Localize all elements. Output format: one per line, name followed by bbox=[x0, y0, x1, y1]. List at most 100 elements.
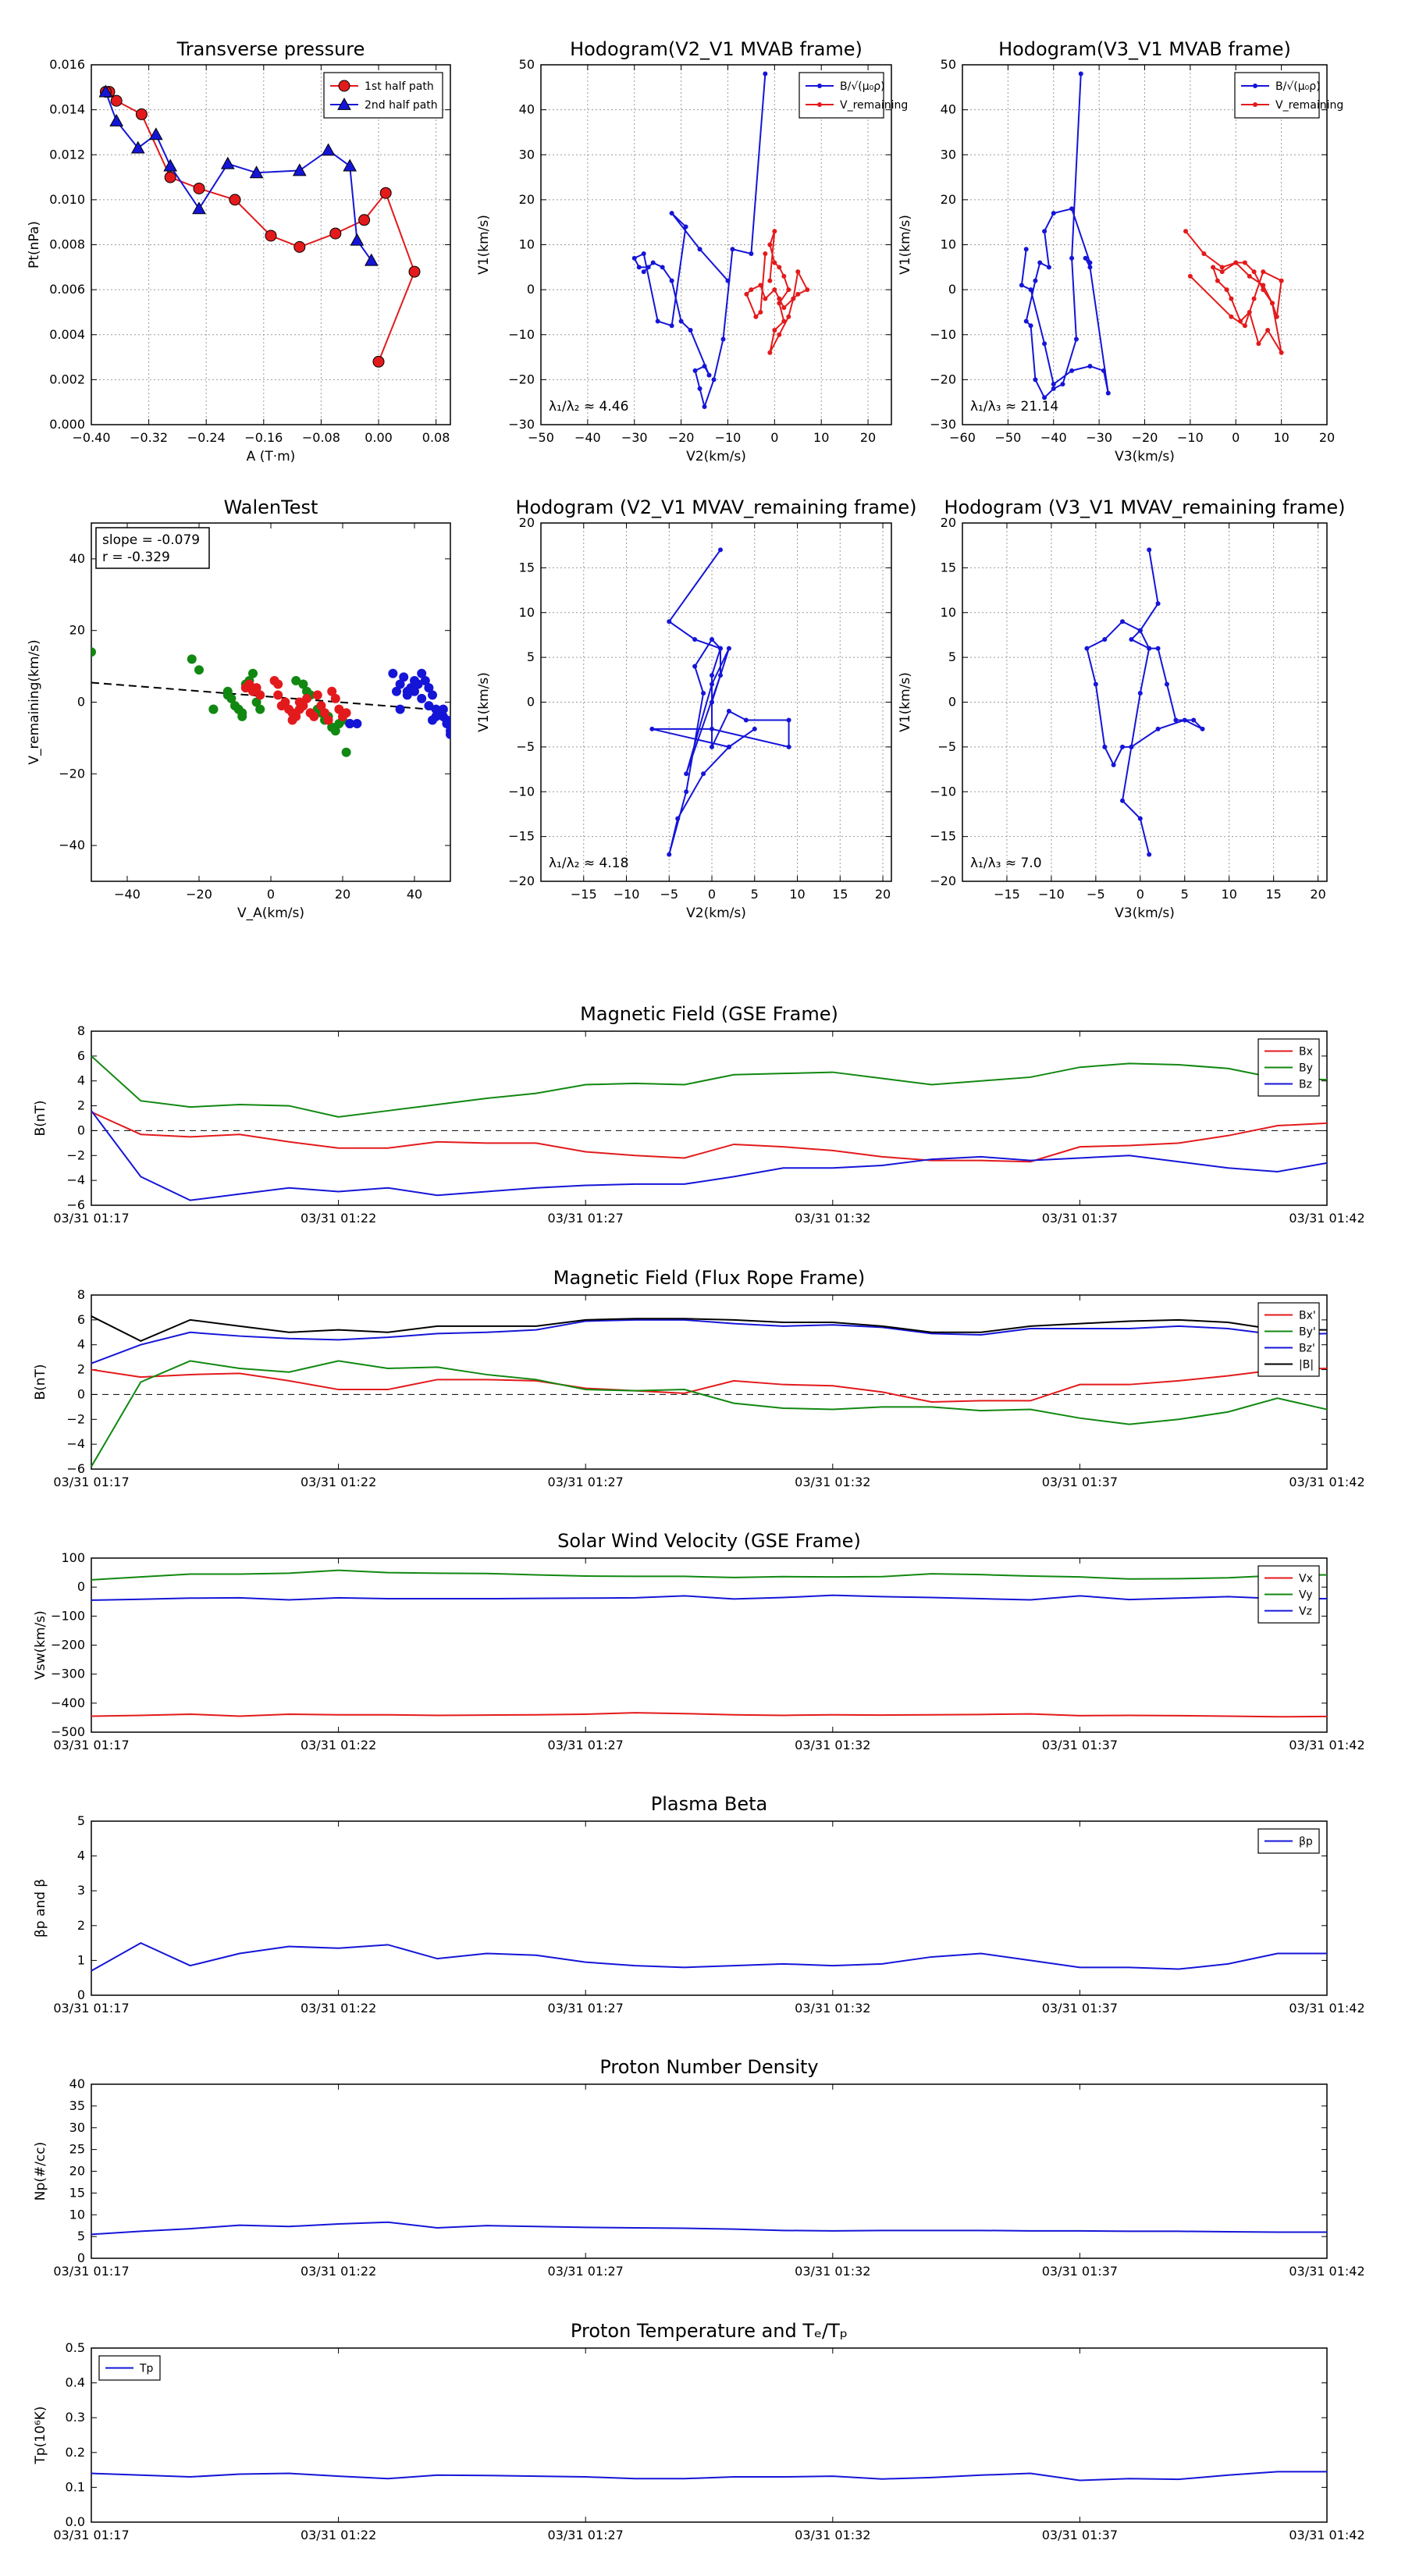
data-point bbox=[1093, 681, 1098, 687]
data-point bbox=[781, 273, 787, 279]
data-point bbox=[280, 697, 290, 707]
chart-title: Hodogram (V3_V1 MVAV_remaining frame) bbox=[944, 496, 1345, 518]
data-point bbox=[720, 336, 726, 342]
legend: Bx' By' Bz' |B| bbox=[1257, 1302, 1320, 1377]
plot-frame bbox=[91, 2347, 1328, 2523]
data-point bbox=[237, 711, 247, 721]
y-tick-label: 0.006 bbox=[49, 282, 85, 297]
y-tick-label: −40 bbox=[59, 838, 85, 852]
data-point bbox=[1200, 726, 1205, 731]
data-point bbox=[341, 708, 351, 718]
data-point bbox=[1023, 318, 1029, 324]
x-tick-label: 03/31 01:32 bbox=[795, 1475, 870, 1489]
data-point bbox=[1028, 323, 1033, 329]
x-tick-label: 10 bbox=[789, 887, 805, 902]
data-point bbox=[364, 253, 379, 266]
data-point bbox=[1083, 255, 1088, 261]
legend-label: βp bbox=[1299, 1836, 1313, 1848]
x-tick-label: 03/31 01:32 bbox=[795, 2001, 870, 2016]
data-point bbox=[148, 127, 163, 141]
data-point bbox=[417, 668, 427, 678]
legend-label: Vz bbox=[1299, 1606, 1312, 1618]
data-point bbox=[1242, 260, 1247, 265]
series-line-vx bbox=[91, 1712, 1328, 1718]
data-point bbox=[109, 114, 124, 126]
legend-marker bbox=[337, 97, 351, 110]
y-tick-label: 0.2 bbox=[66, 2445, 85, 2460]
data-point bbox=[244, 679, 254, 689]
legend: Tp bbox=[98, 2355, 161, 2381]
data-point bbox=[650, 260, 656, 265]
y-tick-label: 100 bbox=[61, 1550, 85, 1565]
data-point bbox=[646, 265, 651, 270]
x-tick-label: 03/31 01:42 bbox=[1289, 1211, 1364, 1226]
x-tick-label: 03/31 01:32 bbox=[795, 2264, 870, 2279]
legend-marker bbox=[817, 84, 822, 88]
data-point bbox=[222, 690, 233, 700]
data-point bbox=[1078, 71, 1083, 76]
x-tick-label: 03/31 01:27 bbox=[548, 2528, 624, 2542]
x-tick-label: −40 bbox=[114, 887, 140, 902]
data-point bbox=[781, 305, 787, 311]
x-tick-label: 03/31 01:17 bbox=[53, 2264, 129, 2279]
legend-label: By' bbox=[1299, 1326, 1316, 1339]
x-tick-label: −5 bbox=[1087, 887, 1105, 902]
y-tick-label: −20 bbox=[930, 873, 956, 888]
legend-label: B/√(μ₀ρ) bbox=[840, 80, 885, 93]
y-axis-label: V1(km/s) bbox=[476, 215, 492, 275]
plot-frame bbox=[91, 1557, 1328, 1733]
y-tick-label: 10 bbox=[519, 605, 535, 620]
data-point bbox=[763, 251, 768, 257]
data-point bbox=[424, 683, 434, 693]
series-line-p bbox=[91, 1941, 1327, 1972]
series-line-0 bbox=[91, 2221, 1327, 2236]
data-point bbox=[1102, 637, 1108, 642]
data-point bbox=[1242, 323, 1247, 329]
y-tick-label: 0.5 bbox=[66, 2340, 85, 2355]
legend-label: 2nd half path bbox=[365, 99, 438, 112]
data-point bbox=[1023, 247, 1029, 252]
chart-hodo4: −15 −10 −5 0 5 10 15 20−20−15−10−505101520Hodog… bbox=[898, 496, 1346, 921]
data-point bbox=[273, 690, 283, 700]
data-point bbox=[777, 301, 782, 306]
x-tick-label: 03/31 01:22 bbox=[301, 1738, 376, 1752]
legend-marker bbox=[817, 102, 822, 107]
data-point bbox=[710, 744, 715, 749]
y-tick-label: 15 bbox=[69, 2185, 85, 2200]
x-tick-label: −20 bbox=[668, 430, 695, 445]
data-point bbox=[1269, 301, 1275, 306]
y-tick-label: −10 bbox=[930, 327, 956, 342]
data-point bbox=[341, 747, 351, 757]
data-point bbox=[758, 309, 763, 315]
chart-bfr: Magnetic Field (Flux Rope Frame) B(nT) 03/… bbox=[33, 1267, 1365, 1489]
x-tick-label: −0.24 bbox=[187, 430, 226, 445]
x-tick-label: 03/31 01:17 bbox=[53, 1211, 129, 1226]
legend-label: Vy bbox=[1299, 1589, 1313, 1602]
data-point bbox=[350, 233, 365, 246]
series-line-bz bbox=[91, 1318, 1328, 1364]
data-point bbox=[293, 240, 306, 253]
data-point bbox=[424, 701, 434, 711]
y-tick-label: 5 bbox=[77, 1813, 85, 1828]
x-tick-label: 03/31 01:27 bbox=[548, 2264, 624, 2279]
data-point bbox=[1155, 646, 1161, 651]
y-tick-label: 0 bbox=[527, 695, 535, 710]
y-tick-label: −100 bbox=[51, 1608, 85, 1623]
series-line-bz bbox=[91, 1110, 1328, 1201]
data-point bbox=[1073, 336, 1079, 342]
x-tick-label: 15 bbox=[1265, 887, 1281, 902]
data-point bbox=[1219, 265, 1225, 270]
y-tick-label: 10 bbox=[941, 237, 956, 252]
data-point bbox=[1233, 260, 1239, 265]
legend-label: Bz bbox=[1299, 1079, 1312, 1091]
plot-area bbox=[98, 84, 421, 368]
data-point bbox=[302, 693, 311, 703]
data-point bbox=[1120, 798, 1126, 803]
y-tick-label: 0.0 bbox=[66, 2514, 85, 2529]
data-point bbox=[1101, 368, 1106, 373]
data-point bbox=[1261, 283, 1266, 288]
y-tick-label: −4 bbox=[66, 1172, 85, 1187]
y-axis-label: Vsw(km/s) bbox=[33, 1610, 48, 1680]
data-point bbox=[667, 852, 672, 857]
x-tick-label: 20 bbox=[875, 887, 891, 902]
